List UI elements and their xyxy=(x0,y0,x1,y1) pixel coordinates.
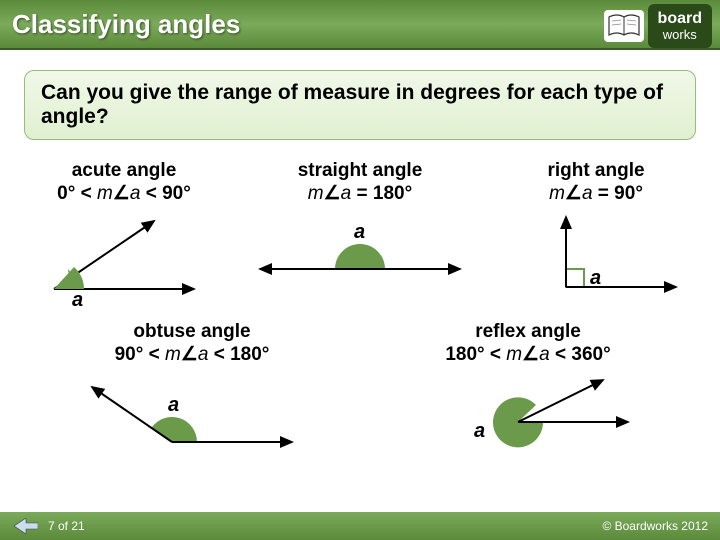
question-text: Can you give the range of measure in deg… xyxy=(24,70,696,140)
reflex-block: reflex angle 180° < m∠a < 360° xyxy=(398,321,658,366)
page-counter: 7 of 21 xyxy=(48,519,85,533)
right-range: m∠a = 90° xyxy=(496,182,696,205)
row-bottom-diagrams: a a xyxy=(24,372,696,462)
acute-block: acute angle 0° < m∠a < 90° xyxy=(24,160,224,205)
right-title: right angle xyxy=(496,160,696,182)
obtuse-block: obtuse angle 90° < m∠a < 180° xyxy=(62,321,322,366)
header-bar: Classifying angles board works xyxy=(0,0,720,50)
straight-diagram: a xyxy=(250,211,470,311)
reflex-label: a xyxy=(474,420,485,443)
right-label: a xyxy=(590,267,601,290)
obtuse-diagram: a xyxy=(62,372,322,462)
brand-logo: board works xyxy=(648,4,712,48)
page-title: Classifying angles xyxy=(12,9,240,40)
content-area: acute angle 0° < m∠a < 90° straight angl… xyxy=(0,150,720,472)
straight-block: straight angle m∠a = 180° xyxy=(250,160,470,205)
obtuse-range: 90° < m∠a < 180° xyxy=(62,343,322,366)
row-bottom-labels: obtuse angle 90° < m∠a < 180° reflex ang… xyxy=(24,321,696,366)
reflex-range: 180° < m∠a < 360° xyxy=(398,343,658,366)
acute-title: acute angle xyxy=(24,160,224,182)
prev-arrow-icon[interactable] xyxy=(12,516,40,536)
footer-left: 7 of 21 xyxy=(12,516,85,536)
straight-range: m∠a = 180° xyxy=(250,182,470,205)
copyright-text: © Boardworks 2012 xyxy=(602,519,708,533)
row-top-labels: acute angle 0° < m∠a < 90° straight angl… xyxy=(24,160,696,205)
straight-label: a xyxy=(354,221,365,244)
right-diagram: a xyxy=(496,211,696,311)
acute-diagram: a xyxy=(24,211,224,311)
row-top-diagrams: a a a xyxy=(24,211,696,311)
straight-title: straight angle xyxy=(250,160,470,182)
acute-label: a xyxy=(72,289,83,312)
acute-range: 0° < m∠a < 90° xyxy=(24,182,224,205)
logo-area: board works xyxy=(604,4,712,48)
obtuse-title: obtuse angle xyxy=(62,321,322,343)
right-block: right angle m∠a = 90° xyxy=(496,160,696,205)
footer-bar: 7 of 21 © Boardworks 2012 xyxy=(0,512,720,540)
reflex-diagram: a xyxy=(398,372,658,462)
book-icon xyxy=(604,10,644,42)
reflex-title: reflex angle xyxy=(398,321,658,343)
obtuse-label: a xyxy=(168,394,179,417)
